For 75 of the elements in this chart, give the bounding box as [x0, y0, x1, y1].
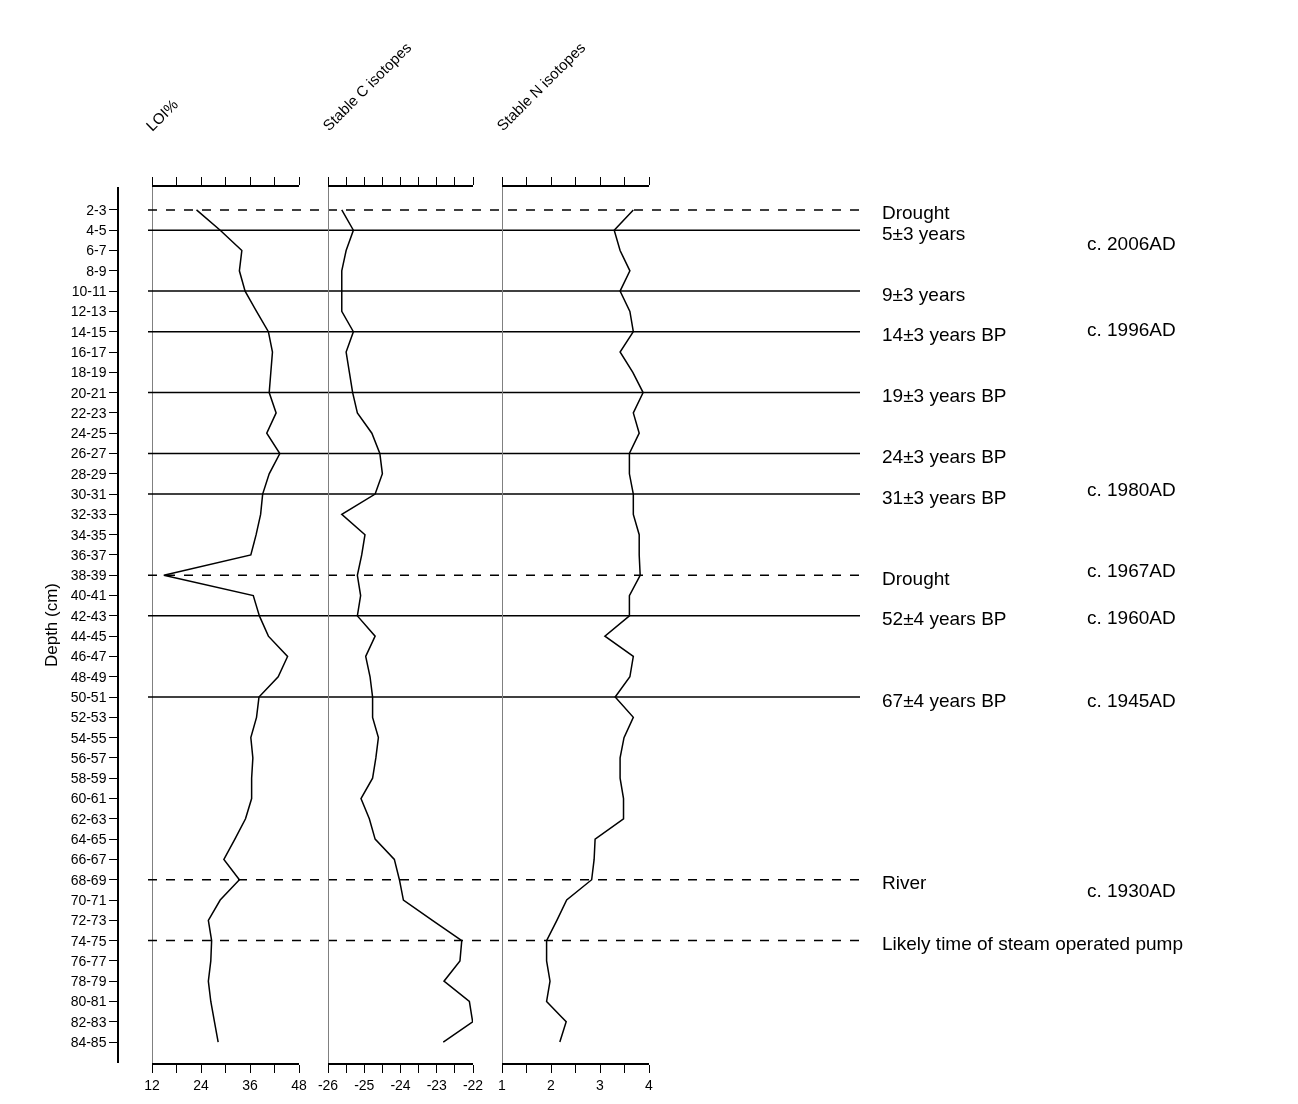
x-tick-label: -23 [426, 1076, 448, 1093]
text: c. 1960AD [1087, 607, 1176, 628]
y-tick-label: 16-17 [70, 343, 107, 360]
x-tick-label: -24 [390, 1076, 411, 1093]
x-tick-label: 3 [596, 1076, 605, 1093]
y-tick-label: 44-45 [70, 628, 107, 645]
y-tick-label: 54-55 [70, 729, 107, 746]
x-tick-label: 2 [547, 1076, 556, 1093]
y-tick-label: 56-57 [70, 749, 107, 766]
y-tick-label: 28-29 [70, 465, 107, 482]
ref-line-label: 67±4 years BP [882, 690, 1007, 711]
y-tick-label: 52-53 [70, 709, 107, 726]
ref-line-label: 9±3 years [882, 284, 966, 305]
x-tick-label: -25 [354, 1076, 375, 1093]
y-tick-label: 74-75 [70, 932, 107, 949]
y-tick-label: 48-49 [70, 668, 107, 685]
ref-line-label: 19±3 years BP [882, 385, 1007, 406]
ref-line-label: 31±3 years BP [882, 487, 1007, 508]
y-tick-label: 42-43 [70, 607, 107, 624]
y-tick-label: 60-61 [70, 790, 107, 807]
y-tick-label: 66-67 [70, 851, 107, 868]
y-tick-label: 24-25 [70, 425, 107, 442]
ref-line-label: Likely time of steam operated pump [882, 933, 1183, 954]
y-tick-label: 36-37 [70, 546, 107, 563]
ref-line-label: Drought [882, 202, 951, 223]
y-tick-label: 22-23 [70, 404, 107, 421]
y-tick-label: 70-71 [70, 891, 107, 908]
y-tick-label: 72-73 [70, 912, 107, 929]
ref-line-label: Drought [882, 568, 951, 589]
y-tick-label: 58-59 [70, 770, 107, 787]
y-tick-label: 40-41 [70, 587, 107, 604]
ref-line-label: 52±4 years BP [882, 608, 1007, 629]
text: c. 1945AD [1087, 690, 1176, 711]
y-tick-label: 6-7 [86, 242, 107, 259]
y-tick-label: 8-9 [86, 262, 107, 279]
y-tick-label: 32-33 [70, 506, 107, 523]
x-tick-label: 36 [242, 1076, 258, 1093]
ref-line-label: 24±3 years BP [882, 446, 1007, 467]
y-tick-label: 12-13 [70, 303, 107, 320]
y-tick-label: 2-3 [86, 201, 107, 218]
x-tick-label: 12 [144, 1076, 160, 1093]
y-tick-label: 84-85 [70, 1033, 107, 1050]
ref-line-label: 14±3 years BP [882, 324, 1007, 345]
x-tick-label: 1 [498, 1076, 507, 1093]
y-tick-label: 4-5 [86, 222, 107, 239]
y-tick-label: 76-77 [70, 952, 107, 969]
y-tick-label: 38-39 [70, 567, 107, 584]
x-tick-label: 48 [291, 1076, 307, 1093]
y-tick-label: 26-27 [70, 445, 107, 462]
x-tick-label: -22 [462, 1076, 484, 1093]
ref-line-label: River [882, 872, 928, 893]
y-tick-label: 46-47 [70, 648, 107, 665]
text: c. 1930AD [1087, 880, 1176, 901]
ref-line-label: 5±3 years [882, 223, 966, 244]
x-tick-label: 24 [193, 1076, 209, 1093]
text: c. 1996AD [1087, 319, 1176, 340]
y-tick-label: 14-15 [70, 323, 107, 340]
text: c. 1980AD [1087, 479, 1176, 500]
y-tick-label: 64-65 [70, 831, 107, 848]
y-tick-label: 20-21 [70, 384, 107, 401]
y-axis-title: Depth (cm) [41, 582, 61, 668]
text: c. 1967AD [1087, 560, 1176, 581]
y-tick-label: 30-31 [70, 485, 107, 502]
y-tick-label: 68-69 [70, 871, 107, 888]
y-tick-label: 80-81 [70, 993, 107, 1010]
y-tick-label: 62-63 [70, 810, 107, 827]
y-tick-label: 34-35 [70, 526, 107, 543]
x-tick-label: 4 [645, 1076, 654, 1093]
y-tick-label: 82-83 [70, 1013, 107, 1030]
text: c. 2006AD [1087, 233, 1176, 254]
y-tick-label: 50-51 [70, 688, 107, 705]
x-tick-label: -26 [317, 1076, 339, 1093]
y-tick-label: 18-19 [70, 364, 107, 381]
y-tick-label: 10-11 [71, 283, 107, 300]
y-tick-label: 78-79 [70, 973, 107, 990]
